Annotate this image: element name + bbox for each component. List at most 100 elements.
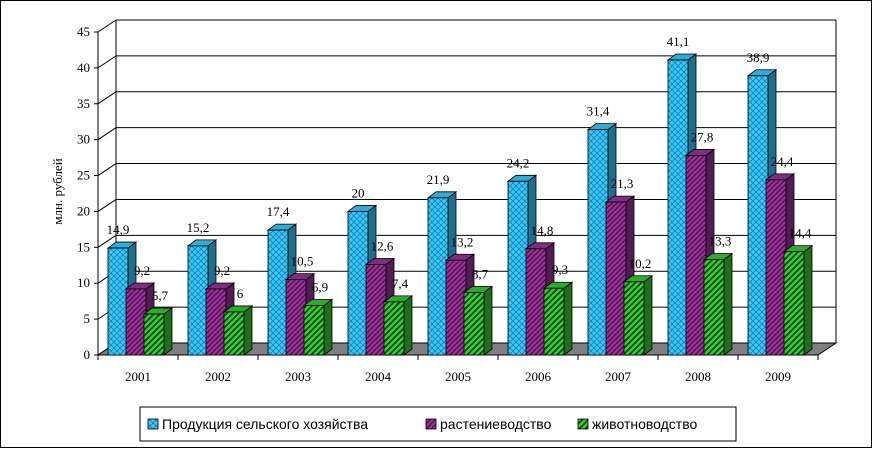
bar [525,248,547,356]
legend: Продукция сельского хозяйства растениевод… [139,406,737,442]
x-tick-label: 2008 [685,369,711,384]
bar [267,229,289,356]
bar-side [563,281,573,356]
bar [685,155,707,356]
data-label: 14,4 [789,226,812,241]
gridline-side [97,127,117,141]
bar [205,288,227,356]
x-tick-label: 2007 [605,369,632,384]
bar [765,179,787,356]
data-label: 24,4 [771,154,794,169]
bar-side [163,307,173,356]
x-tick-label: 2001 [125,369,151,384]
data-label: 41,1 [667,34,690,49]
axes: 0 5 10 15 20 25 30 35 40 45 млн. рублей 2001 2002 200… [50,24,819,384]
bar [223,311,245,356]
y-tick-label: 5 [84,311,91,326]
bar [445,259,467,356]
bar [365,264,387,356]
data-label: 9,2 [134,263,150,278]
data-label: 9,2 [214,263,230,278]
legend-label: животноводство [592,416,697,432]
bar-side [723,252,733,356]
bar [285,279,307,356]
gridline-side [97,91,117,105]
data-label: 17,4 [267,204,290,219]
y-tick-label: 30 [77,132,90,147]
bar-side [643,274,653,356]
data-label: 6,9 [312,279,328,294]
bar [507,180,529,356]
y-tick-label: 25 [77,168,90,183]
bar [125,288,147,356]
data-label: 21,3 [611,176,634,191]
data-label: 9,3 [552,262,568,277]
bar-side [483,285,493,356]
x-tick-label: 2004 [365,369,392,384]
y-tick-label: 40 [77,60,90,75]
data-label: 8,7 [472,267,489,282]
bar [383,301,405,356]
bar [303,305,325,356]
bar [543,287,565,356]
bar-side [403,295,413,356]
bar-side [243,305,253,356]
y-tick-label: 15 [77,239,90,254]
bars [106,53,814,356]
x-tick-label: 2003 [285,369,311,384]
data-label: 14,8 [531,223,554,238]
x-tick-label: 2002 [205,369,231,384]
bar [427,197,449,356]
y-tick-label: 35 [77,96,90,111]
legend-swatch [147,418,159,430]
data-label: 21,9 [427,172,450,187]
data-label: 13,3 [709,234,732,249]
bar [605,201,627,356]
y-tick-label: 0 [84,347,91,362]
y-tick-label: 45 [77,24,90,39]
bar [463,292,485,356]
data-label: 14,9 [107,222,130,237]
bar [703,259,725,356]
bar [747,75,769,356]
data-labels: 14,99,25,715,29,2617,410,56,92012,67,421… [107,34,812,303]
y-tick-label: 20 [77,203,90,218]
bar [187,245,209,356]
legend-box [139,406,737,442]
data-label: 5,7 [152,288,169,303]
data-label: 7,4 [392,276,409,291]
y-axis-title: млн. рублей [50,158,65,224]
y-tick-label: 10 [77,275,90,290]
legend-label: растениеводство [440,416,552,432]
data-label: 10,5 [291,254,314,269]
bar-side [323,298,333,356]
data-label: 10,2 [629,256,652,271]
bar [347,211,369,356]
bar [107,247,129,356]
data-label: 31,4 [587,104,610,119]
gridline-side [97,55,117,69]
data-label: 12,6 [371,239,394,254]
x-tick-label: 2006 [525,369,552,384]
bar-side [803,244,813,356]
data-label: 38,9 [747,50,770,65]
legend-label: Продукция сельского хозяйства [162,416,368,432]
data-label: 27,8 [691,129,714,144]
bar [143,313,165,356]
legend-swatch [577,418,589,430]
gridline-side [97,234,117,248]
bar [587,129,609,356]
bar [783,251,805,356]
data-label: 24,2 [507,155,530,170]
x-tick-label: 2005 [445,369,471,384]
gridline-side [97,199,117,212]
gridline-side [97,163,117,176]
x-tick-label: 2009 [765,369,791,384]
bar [667,59,689,356]
data-label: 20 [352,185,365,200]
data-label: 13,2 [451,234,474,249]
data-label: 15,2 [187,220,210,235]
data-label: 6 [237,286,244,301]
bar [623,281,645,356]
